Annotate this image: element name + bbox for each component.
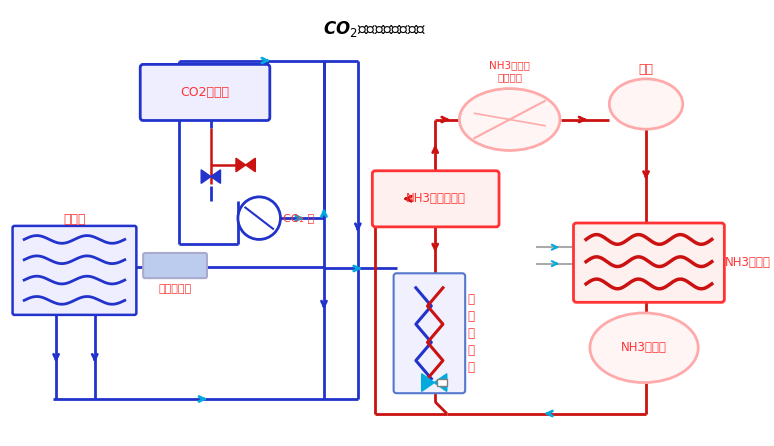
Text: 蒸发器: 蒸发器 <box>63 213 86 226</box>
Ellipse shape <box>609 79 683 129</box>
Text: 干燥过滤器: 干燥过滤器 <box>159 284 192 294</box>
Polygon shape <box>434 374 447 392</box>
Text: CO$_2$载冷剂系统流程图: CO$_2$载冷剂系统流程图 <box>323 19 426 39</box>
FancyBboxPatch shape <box>394 273 465 393</box>
FancyBboxPatch shape <box>12 226 136 315</box>
FancyBboxPatch shape <box>143 253 207 278</box>
Polygon shape <box>245 158 255 172</box>
Text: 冷
凝
蒸
发
器: 冷 凝 蒸 发 器 <box>467 293 474 374</box>
Text: 油分: 油分 <box>639 63 653 76</box>
FancyBboxPatch shape <box>140 64 270 120</box>
Circle shape <box>238 197 280 240</box>
Text: NH3单机双
级压缩机: NH3单机双 级压缩机 <box>489 60 530 83</box>
Polygon shape <box>422 374 434 392</box>
FancyBboxPatch shape <box>372 171 499 227</box>
FancyBboxPatch shape <box>574 223 724 302</box>
Polygon shape <box>201 170 211 183</box>
Polygon shape <box>211 170 221 183</box>
Text: CO₂ 泵: CO₂ 泵 <box>283 213 314 223</box>
Polygon shape <box>236 158 245 172</box>
Ellipse shape <box>590 313 698 383</box>
FancyBboxPatch shape <box>437 379 447 386</box>
Ellipse shape <box>460 89 560 150</box>
Text: NH3气液分离器: NH3气液分离器 <box>406 192 466 205</box>
Text: NH3冷凝器: NH3冷凝器 <box>725 256 771 269</box>
Text: CO2贮液器: CO2贮液器 <box>180 86 230 99</box>
Text: NH3贮液器: NH3贮液器 <box>622 341 667 354</box>
